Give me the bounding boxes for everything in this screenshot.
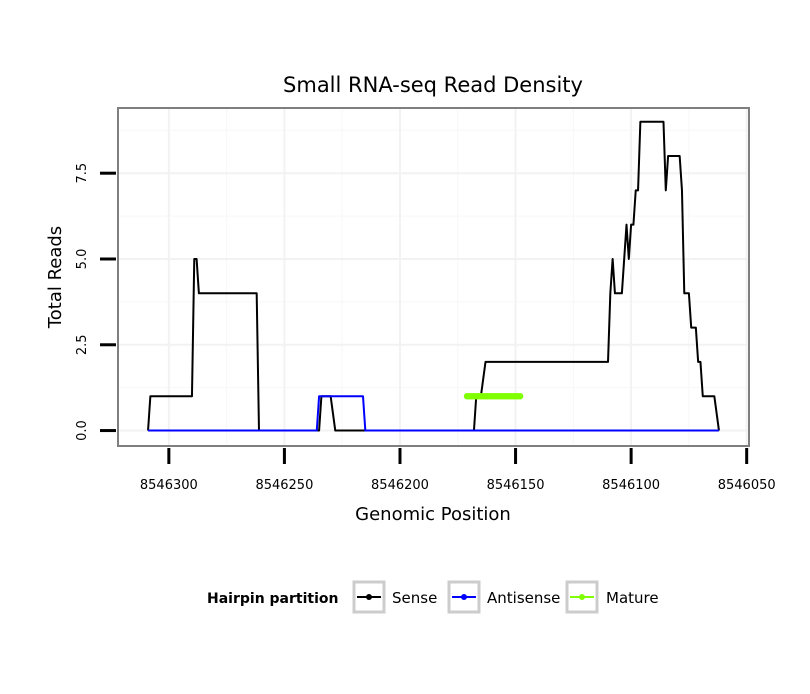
plot-border xyxy=(117,107,750,447)
x-axis-label: Genomic Position xyxy=(355,504,511,525)
series-mature xyxy=(463,393,524,400)
x-tick-label: 8546050 xyxy=(718,478,776,493)
y-axis: 0.0 2.5 5.0 7.5 xyxy=(75,163,116,441)
legend-point-mature xyxy=(579,594,585,600)
legend-point-sense xyxy=(366,594,372,600)
x-tick-label: 8546100 xyxy=(602,478,660,493)
series-antisense xyxy=(148,395,719,432)
legend-label-mature: Mature xyxy=(606,589,659,607)
y-tick-label: 7.5 xyxy=(75,163,90,184)
y-tick-label: 2.5 xyxy=(75,334,90,355)
plot-background xyxy=(118,108,749,446)
legend-point-antisense xyxy=(461,594,467,600)
y-tick-label: 0.0 xyxy=(75,420,90,441)
x-tick-label: 8546200 xyxy=(371,478,429,493)
series-line-sense xyxy=(147,120,720,432)
data-point-mature xyxy=(516,393,524,400)
series-layer xyxy=(147,120,720,432)
x-tick-label: 8546150 xyxy=(487,478,545,493)
series-line-antisense xyxy=(148,395,719,432)
legend-label-sense: Sense xyxy=(392,589,437,607)
legend-item-antisense: Antisense xyxy=(447,580,560,614)
x-tick-label: 8546250 xyxy=(255,478,313,493)
y-axis-label: Total Reads xyxy=(45,226,66,329)
legend-title: Hairpin partition xyxy=(207,591,338,607)
chart-title: Small RNA-seq Read Density xyxy=(283,73,583,97)
legend-item-sense: Sense xyxy=(352,580,437,614)
series-sense xyxy=(147,120,720,432)
legend-item-mature: Mature xyxy=(565,580,659,614)
x-axis: 8546300 8546250 8546200 8546150 8546100 85460… xyxy=(140,448,776,493)
legend: Hairpin partition Sense Antisense Mature xyxy=(207,580,659,614)
grid xyxy=(118,108,749,446)
y-tick-label: 5.0 xyxy=(75,249,90,270)
legend-label-antisense: Antisense xyxy=(487,589,560,607)
x-tick-label: 8546300 xyxy=(140,478,198,493)
